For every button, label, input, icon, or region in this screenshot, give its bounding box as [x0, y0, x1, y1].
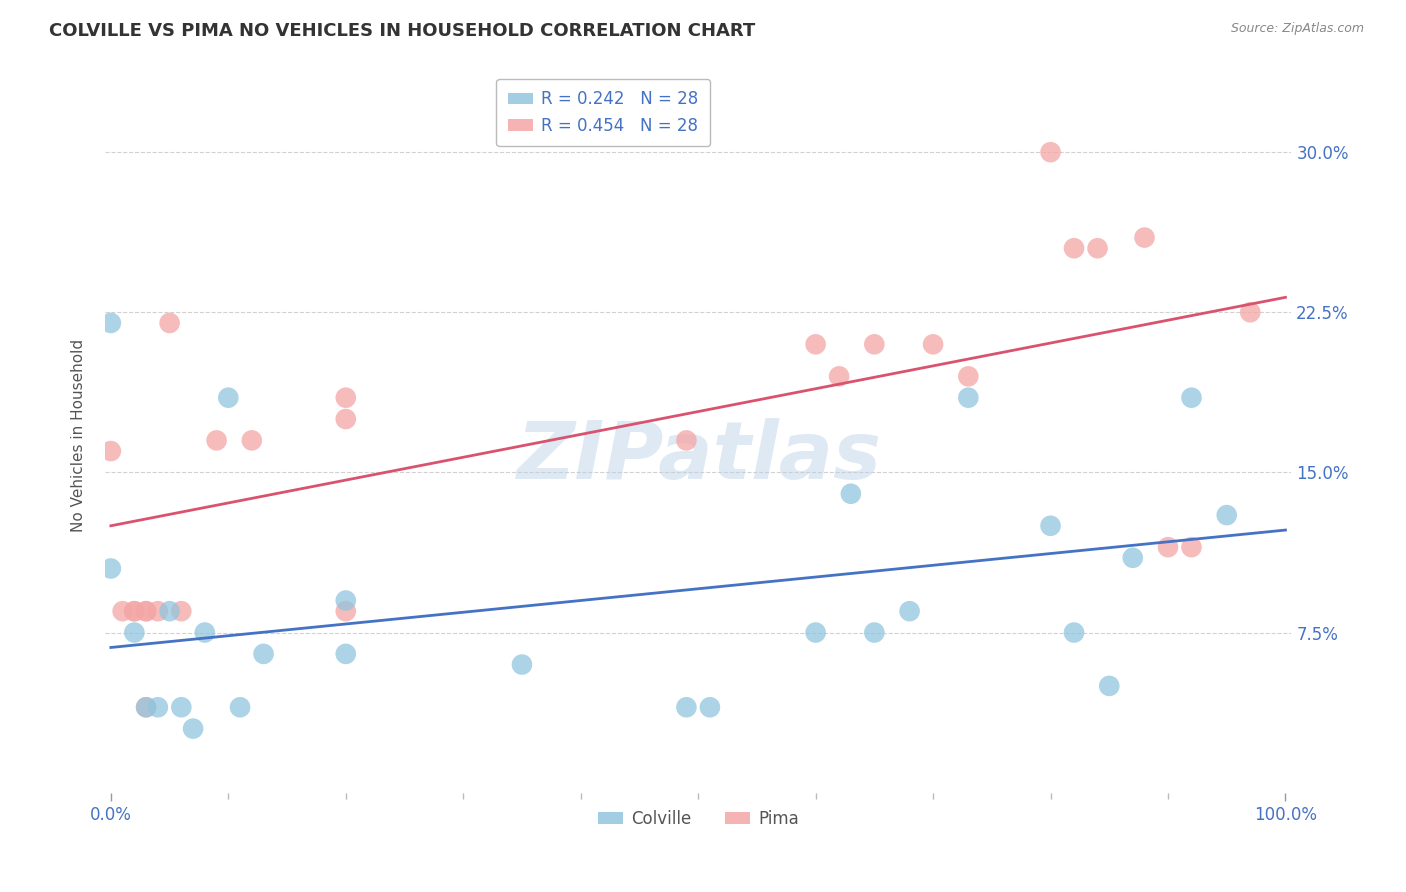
- Point: [100, 561, 122, 575]
- Point: [828, 369, 851, 384]
- Point: [510, 657, 533, 672]
- Text: Source: ZipAtlas.com: Source: ZipAtlas.com: [1230, 22, 1364, 36]
- Point: [170, 604, 193, 618]
- Point: [699, 700, 721, 714]
- Point: [863, 337, 886, 351]
- Point: [1180, 391, 1202, 405]
- Point: [159, 316, 181, 330]
- Point: [146, 604, 169, 618]
- Point: [111, 604, 134, 618]
- Point: [1215, 508, 1237, 522]
- Point: [335, 391, 357, 405]
- Point: [804, 625, 827, 640]
- Point: [135, 604, 157, 618]
- Point: [1157, 540, 1180, 554]
- Y-axis label: No Vehicles in Household: No Vehicles in Household: [72, 338, 86, 532]
- Point: [335, 593, 357, 607]
- Point: [124, 604, 146, 618]
- Point: [675, 434, 697, 448]
- Point: [335, 412, 357, 426]
- Point: [252, 647, 274, 661]
- Point: [124, 604, 146, 618]
- Point: [1239, 305, 1261, 319]
- Point: [1039, 518, 1062, 533]
- Point: [205, 434, 228, 448]
- Text: ZIPatlas: ZIPatlas: [516, 417, 880, 495]
- Point: [839, 487, 862, 501]
- Point: [159, 604, 181, 618]
- Point: [181, 722, 204, 736]
- Point: [1039, 145, 1062, 160]
- Point: [124, 625, 146, 640]
- Point: [217, 391, 239, 405]
- Point: [1098, 679, 1121, 693]
- Point: [146, 700, 169, 714]
- Point: [804, 337, 827, 351]
- Point: [335, 647, 357, 661]
- Point: [1063, 241, 1085, 255]
- Text: COLVILLE VS PIMA NO VEHICLES IN HOUSEHOLD CORRELATION CHART: COLVILLE VS PIMA NO VEHICLES IN HOUSEHOL…: [49, 22, 755, 40]
- Point: [898, 604, 921, 618]
- Point: [194, 625, 217, 640]
- Point: [1063, 625, 1085, 640]
- Point: [1133, 230, 1156, 244]
- Point: [922, 337, 945, 351]
- Point: [229, 700, 252, 714]
- Legend: Colville, Pima: Colville, Pima: [591, 803, 806, 834]
- Point: [863, 625, 886, 640]
- Point: [135, 604, 157, 618]
- Point: [1122, 550, 1144, 565]
- Point: [675, 700, 697, 714]
- Point: [240, 434, 263, 448]
- Point: [1180, 540, 1202, 554]
- Point: [135, 700, 157, 714]
- Point: [170, 700, 193, 714]
- Point: [957, 369, 980, 384]
- Point: [100, 316, 122, 330]
- Point: [957, 391, 980, 405]
- Point: [1087, 241, 1109, 255]
- Point: [100, 444, 122, 458]
- Point: [135, 700, 157, 714]
- Point: [335, 604, 357, 618]
